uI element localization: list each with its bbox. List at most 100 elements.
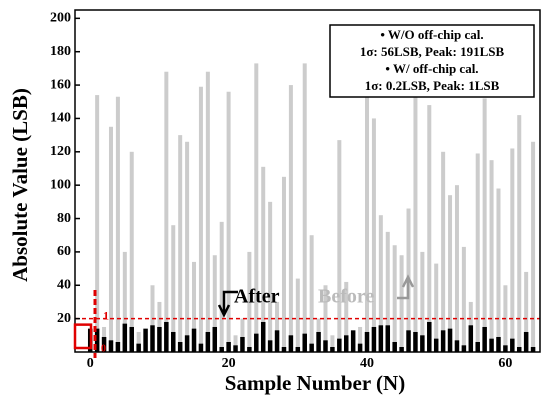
- bar: [523, 331, 529, 352]
- bar: [150, 325, 155, 352]
- y-tick-label: 40: [57, 277, 71, 292]
- bar: [427, 105, 432, 352]
- bar: [517, 115, 522, 352]
- bar: [344, 335, 349, 352]
- bar: [226, 341, 231, 352]
- y-tick-label: 140: [50, 111, 71, 126]
- bar: [254, 333, 259, 352]
- bar: [524, 271, 529, 352]
- bar: [489, 160, 494, 352]
- bar: [136, 331, 141, 352]
- bar: [447, 328, 453, 352]
- bar: [122, 251, 127, 352]
- y-tick-label: 80: [57, 211, 71, 226]
- bar: [302, 333, 307, 352]
- bar: [177, 341, 183, 352]
- bar: [475, 153, 480, 352]
- x-tick-label: 0: [87, 356, 94, 371]
- bar: [350, 330, 356, 352]
- bar: [184, 335, 190, 352]
- bar: [516, 346, 522, 352]
- bar: [233, 335, 238, 352]
- bar: [496, 188, 501, 352]
- bar: [413, 88, 418, 352]
- bar: [309, 235, 314, 352]
- bar: [261, 166, 266, 352]
- bar: [198, 343, 204, 352]
- bar: [482, 326, 487, 352]
- bar: [461, 345, 467, 352]
- bar: [433, 338, 439, 352]
- bar: [288, 335, 294, 352]
- bar: [226, 91, 231, 352]
- bar: [392, 245, 397, 352]
- bar: [371, 326, 377, 352]
- bar: [171, 331, 176, 352]
- bar: [413, 331, 418, 352]
- legend-line: • W/ off-chip cal.: [385, 61, 478, 76]
- bar: [309, 343, 314, 352]
- bar: [164, 321, 169, 352]
- bar: [378, 325, 384, 352]
- bar: [233, 345, 238, 352]
- bar: [122, 323, 128, 352]
- bar: [198, 86, 203, 353]
- x-axis-label: Sample Number (N): [225, 371, 405, 395]
- bar: [364, 331, 370, 352]
- bar: [461, 246, 466, 352]
- x-tick-label: 40: [360, 356, 374, 371]
- y-tick-label: 160: [50, 77, 71, 92]
- bar: [275, 301, 280, 352]
- bar: [212, 255, 217, 352]
- bar: [95, 95, 100, 353]
- bar: [510, 148, 515, 352]
- bar: [385, 325, 391, 352]
- bar: [441, 151, 446, 352]
- annotation-arrow: [397, 274, 415, 300]
- y-axis-label: Absolute Value (LSB): [8, 88, 32, 282]
- y-tick-label: 200: [50, 11, 71, 26]
- bar: [247, 251, 252, 352]
- legend-box: [329, 24, 535, 98]
- bar: [489, 338, 494, 352]
- bar: [191, 328, 197, 352]
- bar: [108, 126, 113, 352]
- bar: [371, 118, 376, 352]
- bar: [434, 263, 439, 352]
- bar: [281, 176, 286, 352]
- bar: [392, 341, 397, 352]
- bar: [164, 71, 169, 352]
- bar: [281, 346, 287, 352]
- bar: [454, 340, 460, 352]
- bar: [205, 71, 210, 352]
- series-annotation: Before: [318, 286, 374, 308]
- bar: [254, 63, 259, 352]
- zoom-box: [73, 323, 93, 350]
- bar: [399, 346, 404, 352]
- bar: [337, 338, 342, 352]
- bar: [268, 201, 273, 352]
- legend-line: 1σ: 0.2LSB, Peak: 1LSB: [365, 78, 500, 93]
- bar: [337, 140, 342, 352]
- bar: [94, 328, 100, 352]
- bar: [420, 251, 425, 352]
- bar: [323, 340, 328, 352]
- zoom-label: 1: [103, 308, 109, 322]
- bar: [357, 343, 363, 352]
- bar: [219, 346, 224, 352]
- bar: [157, 326, 162, 352]
- bar: [295, 346, 301, 352]
- plot-frame: [74, 9, 541, 353]
- bar: [427, 321, 432, 352]
- bar: [240, 336, 245, 352]
- bar: [302, 63, 307, 352]
- bar: [531, 141, 536, 352]
- zoom-label: 0: [101, 343, 106, 354]
- bar: [192, 261, 197, 352]
- bar: [454, 185, 459, 352]
- bar: [247, 346, 252, 352]
- bar: [316, 331, 321, 352]
- bar: [219, 221, 224, 352]
- bar: [344, 281, 349, 352]
